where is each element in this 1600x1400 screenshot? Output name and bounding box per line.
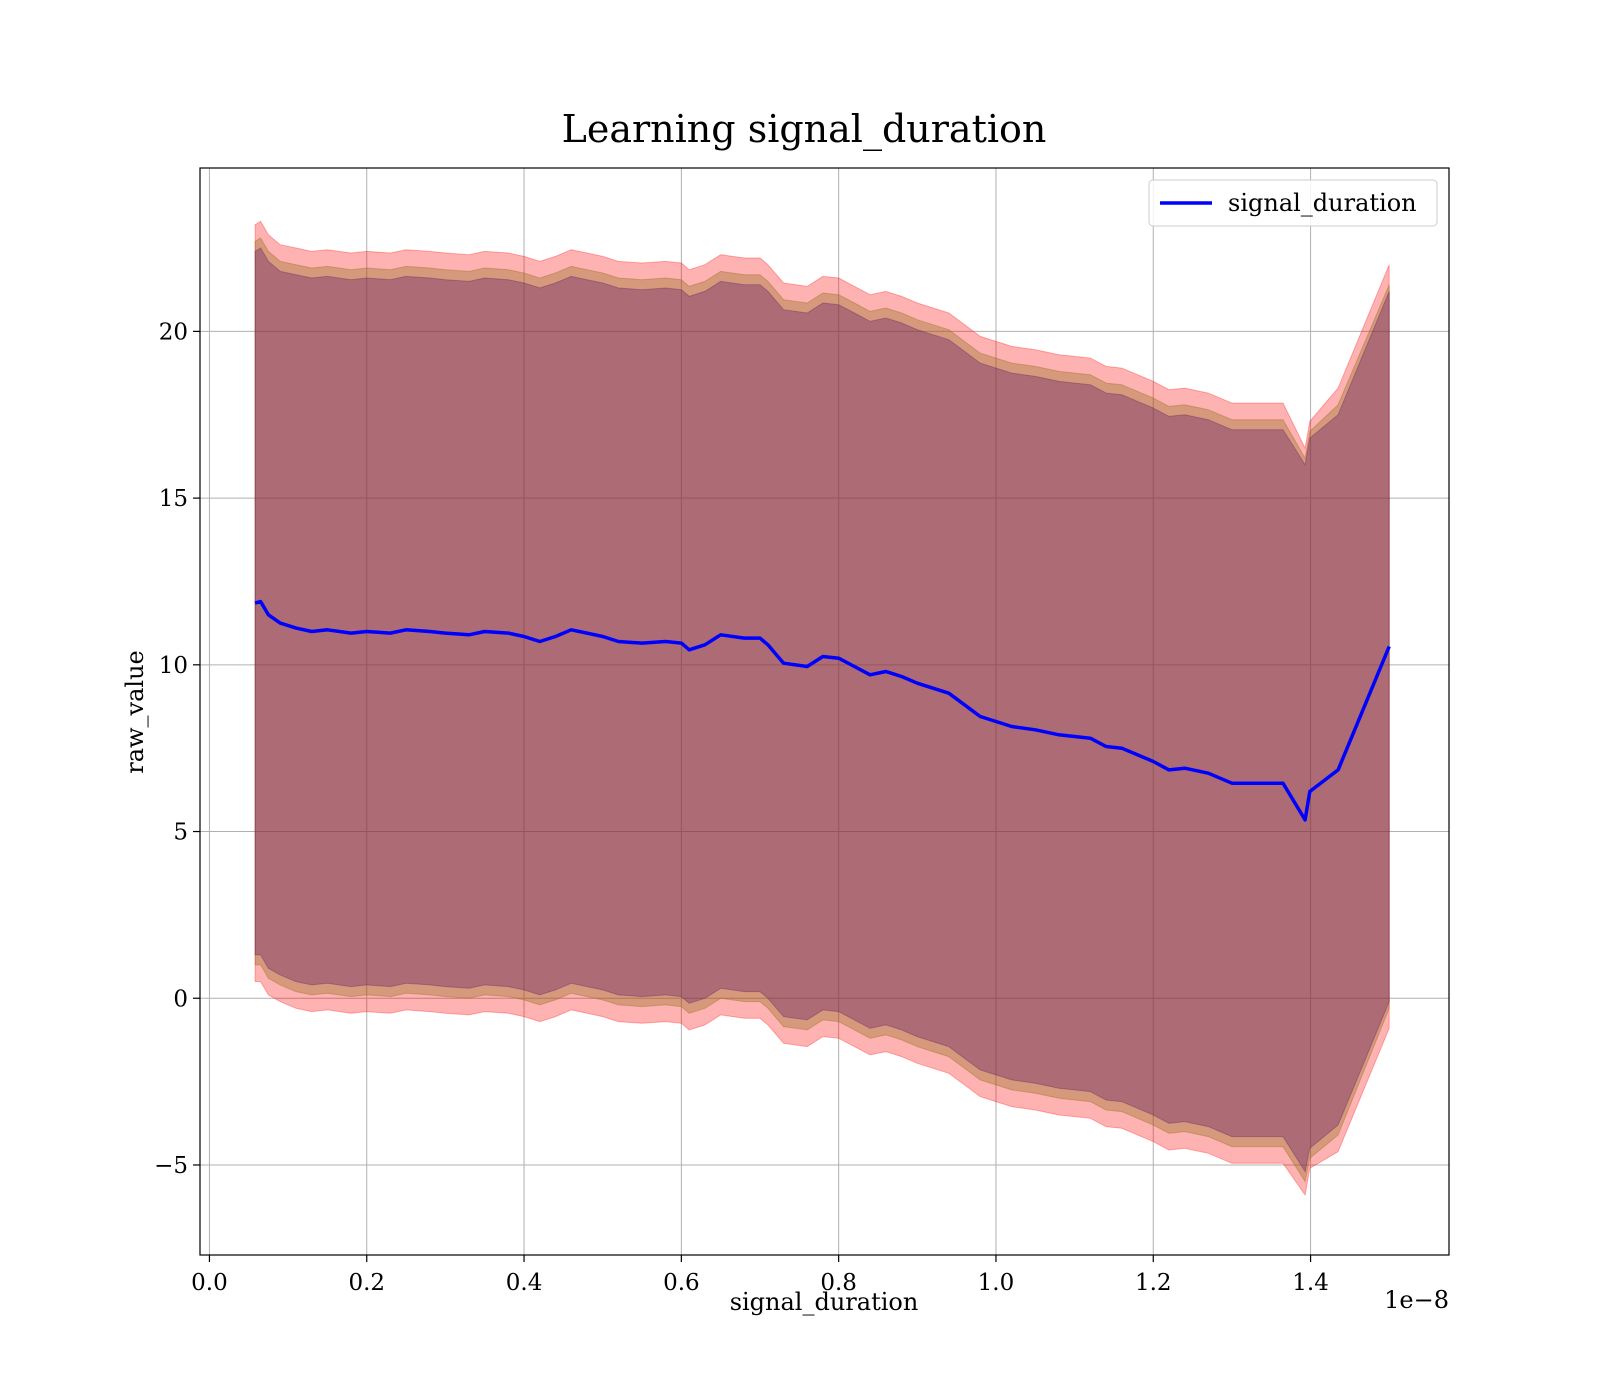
x-tick-label: 1.0 xyxy=(978,1270,1015,1296)
y-axis-ticks: −5 0 5 10 15 20 xyxy=(154,319,200,1179)
confidence-band-1 xyxy=(254,237,1390,1183)
series-line-signal-duration xyxy=(254,599,1391,822)
y-tick-label: 15 xyxy=(159,486,188,512)
x-tick-label: 0.8 xyxy=(820,1270,857,1296)
x-tick-label: 1.2 xyxy=(1135,1270,1172,1296)
x-tick-label: 0.2 xyxy=(348,1270,385,1296)
x-tick-label: 0.6 xyxy=(663,1270,700,1296)
y-axis-label: raw_value xyxy=(121,650,149,774)
y-tick-label: 20 xyxy=(159,319,188,345)
y-tick-label: −5 xyxy=(154,1153,188,1179)
legend-label-signal-duration: signal_duration xyxy=(1228,189,1417,217)
x-tick-label: 1.4 xyxy=(1292,1270,1329,1296)
x-tick-label: 0.4 xyxy=(506,1270,543,1296)
series-lines xyxy=(254,599,1391,822)
x-tick-label: 0.0 xyxy=(191,1270,228,1296)
confidence-band-0 xyxy=(254,220,1390,1197)
y-tick-label: 5 xyxy=(173,820,188,846)
confidence-band-2 xyxy=(254,247,1390,1173)
plot-frame xyxy=(199,167,1450,1256)
y-tick-label: 10 xyxy=(159,653,188,679)
grid xyxy=(200,168,1449,1255)
x-axis-ticks: 0.0 0.2 0.4 0.6 0.8 1.0 1.2 1.4 xyxy=(191,1255,1329,1296)
x-axis-offset-text: 1e−8 xyxy=(1384,1286,1449,1314)
chart-title: Learning signal_duration xyxy=(562,107,1047,152)
legend-box xyxy=(1148,179,1438,227)
legend: signal_duration xyxy=(1148,179,1438,227)
y-tick-label: 0 xyxy=(173,986,188,1012)
x-axis-label: signal_duration xyxy=(730,1288,919,1316)
confidence-bands xyxy=(254,220,1390,1197)
